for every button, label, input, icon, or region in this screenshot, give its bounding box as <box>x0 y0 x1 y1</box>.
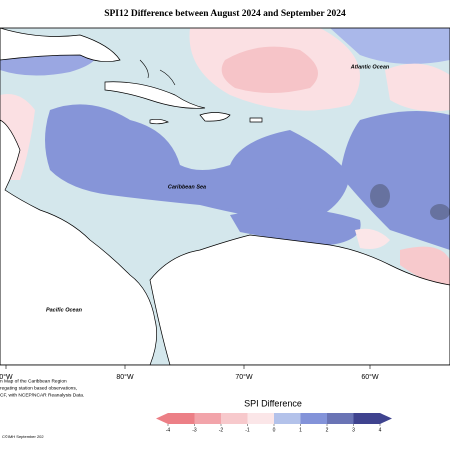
bahamas <box>139 59 176 86</box>
legend-swatch <box>274 413 301 424</box>
north-america <box>0 28 121 62</box>
pink-area <box>221 46 318 93</box>
blue-area <box>45 104 350 225</box>
ocean-label: Atlantic Ocean <box>350 64 390 70</box>
dark-area <box>370 184 390 208</box>
central-america <box>0 119 157 365</box>
credit: C©IMH September 202 <box>2 434 44 439</box>
legend-tick-label: -4 <box>166 427 171 433</box>
puerto-rico <box>249 117 263 123</box>
lon-label: 0°W <box>0 373 13 381</box>
legend: -4 -3 -2 -1 0 1 2 3 4 <box>156 413 392 433</box>
note-line: n Map of the Caribbean Region <box>0 378 67 384</box>
blue-area <box>340 111 450 250</box>
legend-swatch <box>300 413 327 424</box>
legend-tick-label: 1 <box>299 427 302 433</box>
jamaica <box>149 118 169 125</box>
legend-arrow <box>380 413 392 424</box>
note-line: regating station based observations, <box>0 385 77 391</box>
lon-label: 70°W <box>235 373 253 381</box>
blue-area <box>230 208 361 245</box>
pink-area <box>400 246 450 290</box>
pink-area <box>355 228 390 249</box>
legend-swatch <box>168 413 195 424</box>
legend-tick-label: 2 <box>326 427 329 433</box>
lon-label: 80°W <box>116 373 134 381</box>
legend-tick-label: 0 <box>273 427 276 433</box>
legend-tick-label: -1 <box>245 427 250 433</box>
map: Atlantic Ocean Caribbean Sea Pacific Oce… <box>0 28 450 365</box>
longitude-labels: 0°W 80°W 70°W 60°W <box>0 365 379 381</box>
legend-swatch <box>194 413 221 424</box>
legend-tick-label: 4 <box>379 427 382 433</box>
lon-label: 60°W <box>361 373 379 381</box>
dark-area <box>430 204 450 220</box>
legend-swatch <box>353 413 380 424</box>
legend-swatch <box>247 413 274 424</box>
legend-arrow <box>156 413 168 424</box>
sea-label: Caribbean Sea <box>168 184 206 190</box>
legend-swatch <box>327 413 354 424</box>
map-frame <box>0 27 450 366</box>
legend-title: SPI Difference <box>244 398 302 408</box>
note-line: CF, with NCEP/NCAR Reanalysis Data. <box>0 392 84 398</box>
cuba <box>104 81 206 109</box>
legend-tick-label: -2 <box>219 427 224 433</box>
pink-area <box>385 63 450 112</box>
south-america <box>149 234 450 365</box>
hispaniola <box>199 112 231 122</box>
legend-tick-label: -3 <box>192 427 197 433</box>
legend-tick-label: 3 <box>352 427 355 433</box>
blue-area <box>330 28 450 64</box>
legend-swatch <box>221 413 248 424</box>
ocean-label: Pacific Ocean <box>46 307 83 313</box>
title: SPI12 Difference between August 2024 and… <box>104 9 346 19</box>
